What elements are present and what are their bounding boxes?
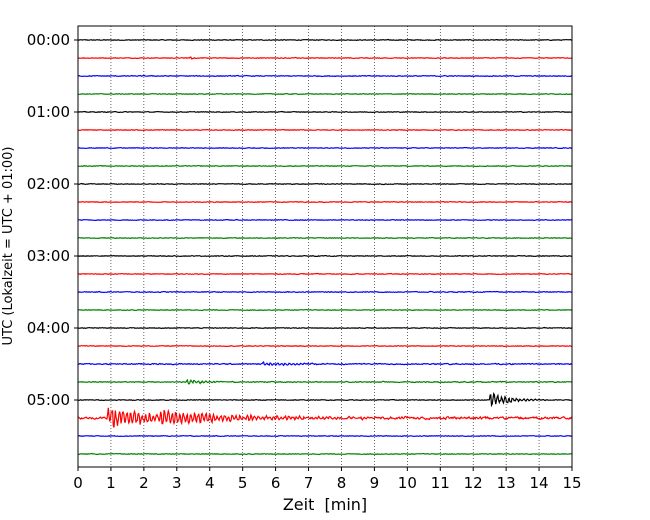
trace-0045 — [78, 92, 573, 96]
trace-0545 — [77, 452, 572, 456]
x-tick-label: 12 — [464, 474, 483, 492]
trace-0430 — [77, 361, 573, 367]
trace-0400 — [77, 326, 573, 330]
x-tick-label: 5 — [238, 474, 248, 492]
trace-0015 — [78, 56, 573, 60]
trace-0200 — [77, 182, 573, 186]
trace-0230 — [77, 218, 573, 222]
y-tick-label: 05:00 — [27, 391, 70, 409]
trace-0330 — [77, 290, 573, 294]
trace-0100 — [77, 110, 573, 114]
trace-0130 — [77, 146, 573, 150]
x-tick-label: 13 — [497, 474, 516, 492]
trace-0145 — [77, 164, 573, 168]
trace-0245 — [78, 236, 573, 240]
trace-0345 — [77, 308, 572, 312]
x-tick-label: 4 — [205, 474, 215, 492]
trace-series — [77, 38, 573, 456]
x-tick-label: 10 — [398, 474, 417, 492]
x-tick-label: 3 — [172, 474, 182, 492]
trace-0030 — [77, 74, 572, 78]
y-tick-label: 03:00 — [27, 247, 70, 265]
y-tick-label: 00:00 — [27, 31, 70, 49]
vertical-grid — [110, 26, 540, 467]
x-tick-label: 9 — [370, 474, 380, 492]
trace-0415 — [77, 344, 573, 348]
x-tick-label: 7 — [304, 474, 314, 492]
x-tick-label: 11 — [431, 474, 450, 492]
x-axis-ticks: 0 1 2 3 4 5 6 7 8 9 10 11 12 13 14 15 — [73, 467, 582, 492]
x-axis-label: Zeit [min] — [283, 495, 367, 514]
trace-0445 — [77, 378, 573, 385]
x-tick-label: 8 — [337, 474, 347, 492]
trace-0115 — [77, 128, 573, 132]
trace-0530 — [77, 434, 572, 438]
y-tick-label: 02:00 — [27, 175, 70, 193]
trace-0515 — [77, 407, 573, 428]
y-axis-label: UTC (Lokalzeit = UTC + 01:00) — [1, 147, 16, 346]
x-tick-label: 1 — [106, 474, 116, 492]
trace-0300 — [78, 254, 573, 258]
y-tick-label: 01:00 — [27, 103, 70, 121]
x-tick-label: 14 — [530, 474, 549, 492]
trace-0500 — [78, 392, 573, 408]
x-tick-label: 0 — [73, 474, 83, 492]
x-tick-label: 6 — [271, 474, 281, 492]
trace-0000 — [77, 38, 573, 42]
x-tick-label: 15 — [562, 474, 581, 492]
trace-0215 — [77, 200, 573, 204]
x-tick-label: 2 — [139, 474, 149, 492]
plot-frame — [77, 25, 573, 468]
trace-0315 — [78, 272, 573, 276]
y-tick-label: 04:00 — [27, 319, 70, 337]
y-axis-ticks: 00:00 01:00 02:00 03:00 04:00 05:00 — [27, 31, 78, 409]
